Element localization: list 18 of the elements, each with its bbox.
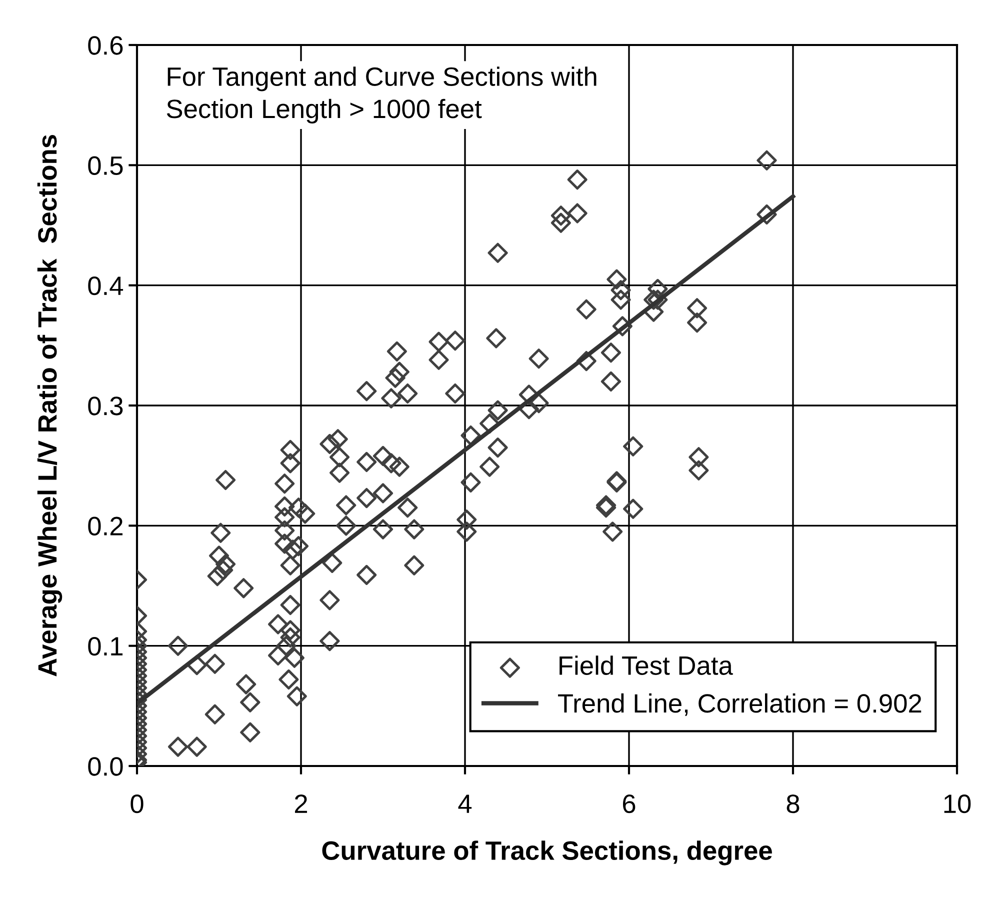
x-tick-label: 0 xyxy=(130,794,144,814)
y-tick-label: 0.3 xyxy=(88,396,123,416)
x-tick-label: 10 xyxy=(944,794,971,814)
x-tick-label: 2 xyxy=(294,794,308,813)
y-tick-label: 0.2 xyxy=(88,516,122,536)
y-tick-label: 0.4 xyxy=(88,276,124,296)
legend-label: Field Test Data xyxy=(560,656,733,675)
y-axis-title: Average Wheel L/V Ratio of Track Sections xyxy=(37,135,62,676)
legend-label: Trend Line, Correlation = 0.902 xyxy=(558,693,922,716)
annotation: For Tangent and Curve Sections with Section Length > 1000 feet xyxy=(166,66,596,124)
y-tick-label: 0.0 xyxy=(88,757,123,776)
x-tick-label: 4 xyxy=(458,794,472,813)
y-tick-label: 0.5 xyxy=(88,156,123,175)
y-tick-label: 0.6 xyxy=(88,36,123,55)
y-tick-label: 0.1 xyxy=(88,636,123,656)
x-tick-label: 6 xyxy=(623,794,636,814)
x-axis-title: Curvature of Track Sections, degree xyxy=(322,840,772,866)
x-tick-label: 8 xyxy=(786,794,800,814)
